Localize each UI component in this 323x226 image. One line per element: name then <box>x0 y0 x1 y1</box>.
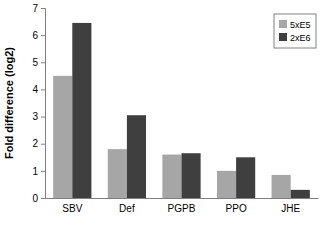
y-tick: 7 <box>32 3 45 14</box>
x-tick-label: SBV <box>62 203 82 214</box>
x-tick: PPO <box>226 198 247 214</box>
y-tick-label: 3 <box>32 111 38 122</box>
legend-frame <box>274 14 316 48</box>
y-tick-mark <box>41 8 45 9</box>
x-tick-label: JHE <box>281 203 300 214</box>
x-tick-label: PGPB <box>168 203 196 214</box>
y-tick-mark <box>41 198 45 199</box>
y-tick-label: 1 <box>32 166 38 177</box>
y-tick-label: 5 <box>32 57 38 68</box>
y-tick: 6 <box>32 30 45 41</box>
bar <box>182 153 201 198</box>
y-tick-mark <box>41 171 45 172</box>
bar <box>108 149 127 198</box>
x-tick: JHE <box>281 198 300 214</box>
legend-label: 5xE5 <box>290 20 311 30</box>
bar <box>53 76 72 198</box>
x-tick: SBV <box>62 198 82 214</box>
chart-svg: 0 1 2 3 4 5 6 7 SBV Def PGPB PPO JHE 5xE5 2xE6 Fold dif… <box>0 0 323 226</box>
y-tick-mark <box>41 144 45 145</box>
y-tick: 4 <box>32 84 45 95</box>
chart-container: 0 1 2 3 4 5 6 7 SBV Def PGPB PPO JHE 5xE5 2xE6 Fold dif… <box>0 0 323 226</box>
y-tick: 0 <box>32 193 45 204</box>
y-tick-mark <box>41 89 45 90</box>
y-tick: 1 <box>32 166 45 177</box>
x-axis: SBV Def PGPB PPO JHE <box>46 198 319 214</box>
bar <box>217 171 236 198</box>
legend-label: 2xE6 <box>290 33 311 43</box>
x-axis-line <box>46 198 319 199</box>
y-tick-label: 4 <box>32 84 38 95</box>
y-axis-title: Fold difference (log2) <box>3 47 15 159</box>
bar <box>162 155 181 198</box>
y-tick-label: 6 <box>32 30 38 41</box>
bar <box>291 190 310 198</box>
legend: 5xE5 2xE6 <box>274 14 316 48</box>
bar <box>72 23 91 198</box>
y-tick: 3 <box>32 111 45 122</box>
legend-item: 2xE6 <box>279 33 311 43</box>
x-tick-label: Def <box>119 203 135 214</box>
y-tick-label: 0 <box>32 193 38 204</box>
legend-item: 5xE5 <box>279 20 311 30</box>
plot: 0 1 2 3 4 5 6 7 SBV Def PGPB PPO JHE 5xE5 2xE6 <box>32 3 318 214</box>
y-tick-mark <box>41 117 45 118</box>
y-axis-line <box>41 9 46 199</box>
x-tick: PGPB <box>168 198 196 214</box>
bar-series <box>72 23 310 198</box>
legend-swatch <box>279 33 287 41</box>
y-tick: 5 <box>32 57 45 68</box>
x-tick: Def <box>119 198 135 214</box>
y-tick-label: 7 <box>32 3 38 14</box>
bar <box>127 115 146 198</box>
bars <box>53 23 310 198</box>
y-tick-mark <box>41 35 45 36</box>
bar <box>272 175 291 198</box>
y-tick: 2 <box>32 138 45 149</box>
bar <box>236 157 255 198</box>
y-axis: 0 1 2 3 4 5 6 7 <box>32 3 45 204</box>
x-tick-label: PPO <box>226 203 247 214</box>
y-tick-mark <box>41 62 45 63</box>
legend-swatch <box>279 20 287 28</box>
y-tick-label: 2 <box>32 138 38 149</box>
